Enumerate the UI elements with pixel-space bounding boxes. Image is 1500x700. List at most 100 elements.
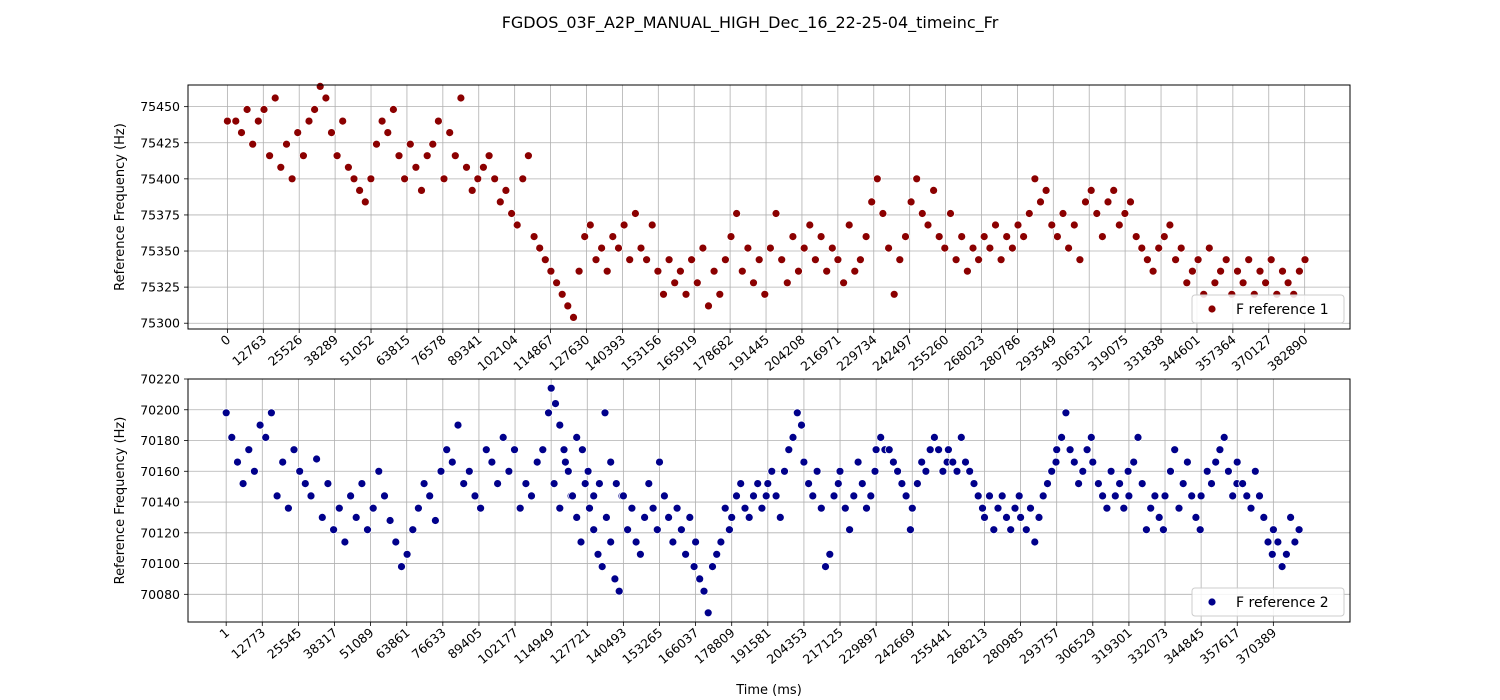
data-point — [907, 503, 917, 513]
data-point — [797, 420, 806, 430]
data-point — [487, 457, 497, 467]
data-point — [660, 491, 669, 501]
data-point — [495, 197, 505, 207]
data-point — [574, 266, 584, 276]
data-point — [540, 255, 550, 265]
data-point — [1269, 525, 1278, 535]
data-point — [677, 525, 686, 535]
data-point — [685, 513, 695, 522]
data-point — [413, 503, 423, 513]
data-point — [668, 537, 678, 547]
data-point — [978, 503, 987, 513]
data-point — [417, 185, 426, 195]
data-point — [1300, 255, 1310, 265]
data-point — [923, 220, 933, 230]
data-point — [676, 266, 685, 276]
data-point — [1069, 220, 1079, 230]
data-point — [1154, 243, 1164, 253]
data-point — [323, 479, 333, 489]
data-point — [957, 232, 967, 242]
data-point — [272, 491, 282, 501]
data-point — [1228, 491, 1238, 501]
data-point — [549, 479, 559, 489]
data-point — [1119, 503, 1129, 513]
data-point — [351, 513, 361, 522]
data-point — [270, 93, 280, 103]
data-point — [930, 432, 939, 442]
data-point — [1106, 466, 1116, 476]
data-point — [1002, 232, 1012, 242]
x-tick-label: 51052 — [337, 332, 377, 369]
data-point — [784, 445, 794, 455]
y-tick-label: 70220 — [140, 372, 180, 387]
data-point — [689, 562, 699, 571]
data-point — [602, 513, 611, 522]
data-point — [889, 457, 898, 467]
data-point — [1182, 278, 1192, 288]
data-point — [1282, 549, 1291, 559]
data-point — [766, 243, 775, 253]
data-point — [1191, 513, 1201, 522]
data-point — [1246, 503, 1256, 513]
data-point — [929, 185, 938, 195]
data-point — [1263, 537, 1273, 547]
data-point — [1196, 491, 1206, 501]
data-point — [897, 479, 907, 489]
data-point — [703, 608, 713, 618]
data-point — [743, 243, 753, 253]
data-point — [1137, 479, 1147, 489]
data-point — [1278, 266, 1287, 276]
data-point — [293, 128, 303, 138]
data-point — [652, 525, 662, 535]
data-point — [380, 491, 389, 501]
data-point — [732, 209, 741, 218]
data-point — [1238, 278, 1248, 288]
data-point — [287, 174, 297, 184]
data-point — [788, 232, 798, 242]
data-point — [1221, 255, 1231, 265]
data-point — [1174, 503, 1184, 513]
data-point — [233, 457, 242, 467]
data-point — [1053, 232, 1062, 242]
data-point — [1294, 525, 1304, 535]
data-point — [753, 479, 763, 489]
data-point — [1078, 466, 1088, 476]
data-point — [655, 457, 664, 467]
data-point — [1098, 232, 1107, 242]
data-point — [391, 537, 401, 547]
data-point — [968, 243, 978, 253]
data-point — [979, 232, 989, 242]
data-point — [737, 266, 747, 276]
data-point — [699, 586, 709, 596]
data-point — [608, 232, 618, 242]
data-point — [1277, 562, 1287, 571]
data-point — [672, 503, 682, 513]
data-point — [498, 432, 508, 442]
data-point — [1255, 491, 1264, 501]
data-point — [1211, 457, 1221, 467]
data-point — [912, 174, 922, 184]
legend: F reference 2 — [1191, 587, 1345, 617]
data-point — [527, 491, 536, 501]
data-point — [1261, 278, 1270, 288]
x-tick-label: 0 — [218, 332, 234, 349]
data-point — [278, 457, 288, 467]
data-point — [282, 139, 291, 149]
data-point — [585, 503, 594, 513]
data-point — [763, 479, 773, 489]
data-point — [1216, 266, 1225, 276]
data-point — [985, 491, 994, 501]
data-point — [244, 445, 254, 455]
data-point — [857, 479, 867, 489]
data-point — [1142, 525, 1151, 535]
data-point — [295, 466, 305, 476]
data-point — [439, 174, 449, 184]
data-point — [740, 503, 750, 513]
y-tick-label: 75350 — [140, 244, 180, 259]
data-point — [1137, 243, 1147, 253]
data-point — [1114, 220, 1124, 230]
data-point — [518, 174, 528, 184]
data-point — [493, 479, 503, 489]
x-tick-label: 25526 — [265, 332, 305, 369]
